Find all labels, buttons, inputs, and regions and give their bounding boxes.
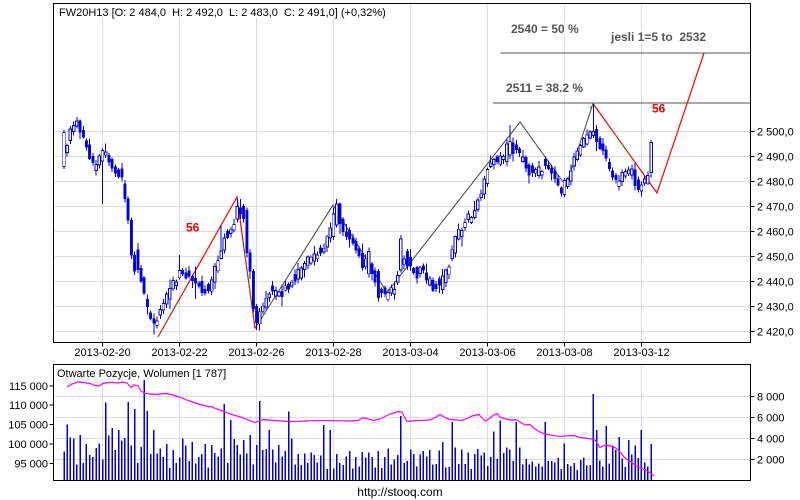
svg-text:2013-03-08: 2013-03-08 xyxy=(536,347,592,359)
svg-text:2 000: 2 000 xyxy=(757,454,785,466)
svg-text:2013-02-28: 2013-02-28 xyxy=(305,347,361,359)
svg-text:110 000: 110 000 xyxy=(9,400,48,412)
svg-text:100 000: 100 000 xyxy=(8,439,48,451)
svg-text:2013-03-06: 2013-03-06 xyxy=(459,347,515,359)
svg-text:2 480,0: 2 480,0 xyxy=(757,176,794,188)
svg-text:115 000: 115 000 xyxy=(9,381,48,393)
svg-text:95 000: 95 000 xyxy=(14,459,48,471)
svg-text:2511 = 38.2 %: 2511 = 38.2 % xyxy=(506,81,583,95)
svg-text:56: 56 xyxy=(652,102,666,116)
svg-text:2 490,0: 2 490,0 xyxy=(757,151,794,163)
svg-text:2013-03-04: 2013-03-04 xyxy=(382,347,438,359)
svg-text:2013-03-12: 2013-03-12 xyxy=(613,347,669,359)
svg-text:4 000: 4 000 xyxy=(757,433,785,445)
svg-text:FW20H13 [O: 2 484,0 H: 2 492,: FW20H13 [O: 2 484,0 H: 2 492,0 L: 2 483,… xyxy=(59,7,386,19)
svg-text:2 460,0: 2 460,0 xyxy=(757,226,794,238)
svg-text:Otwarte Pozycje, Wolumen [1 78: Otwarte Pozycje, Wolumen [1 787] xyxy=(57,368,226,380)
svg-text:56: 56 xyxy=(186,221,200,235)
svg-text:2540 = 50 %: 2540 = 50 % xyxy=(511,22,579,36)
svg-text:2 470,0: 2 470,0 xyxy=(757,201,794,213)
svg-text:2 500,0: 2 500,0 xyxy=(757,126,794,138)
svg-text:http://stooq.com: http://stooq.com xyxy=(357,485,442,499)
svg-text:2013-02-22: 2013-02-22 xyxy=(151,347,207,359)
svg-text:jesli 1=5 to 2532: jesli 1=5 to 2532 xyxy=(610,30,706,44)
svg-text:2 440,0: 2 440,0 xyxy=(757,276,794,288)
svg-text:6 000: 6 000 xyxy=(757,412,785,424)
svg-text:2 420,0: 2 420,0 xyxy=(757,326,794,338)
svg-text:2 430,0: 2 430,0 xyxy=(757,301,794,313)
svg-text:2 450,0: 2 450,0 xyxy=(757,251,794,263)
svg-text:8 000: 8 000 xyxy=(757,391,785,403)
svg-text:2013-02-20: 2013-02-20 xyxy=(74,347,130,359)
svg-text:105 000: 105 000 xyxy=(8,420,48,432)
svg-text:2013-02-26: 2013-02-26 xyxy=(228,347,284,359)
